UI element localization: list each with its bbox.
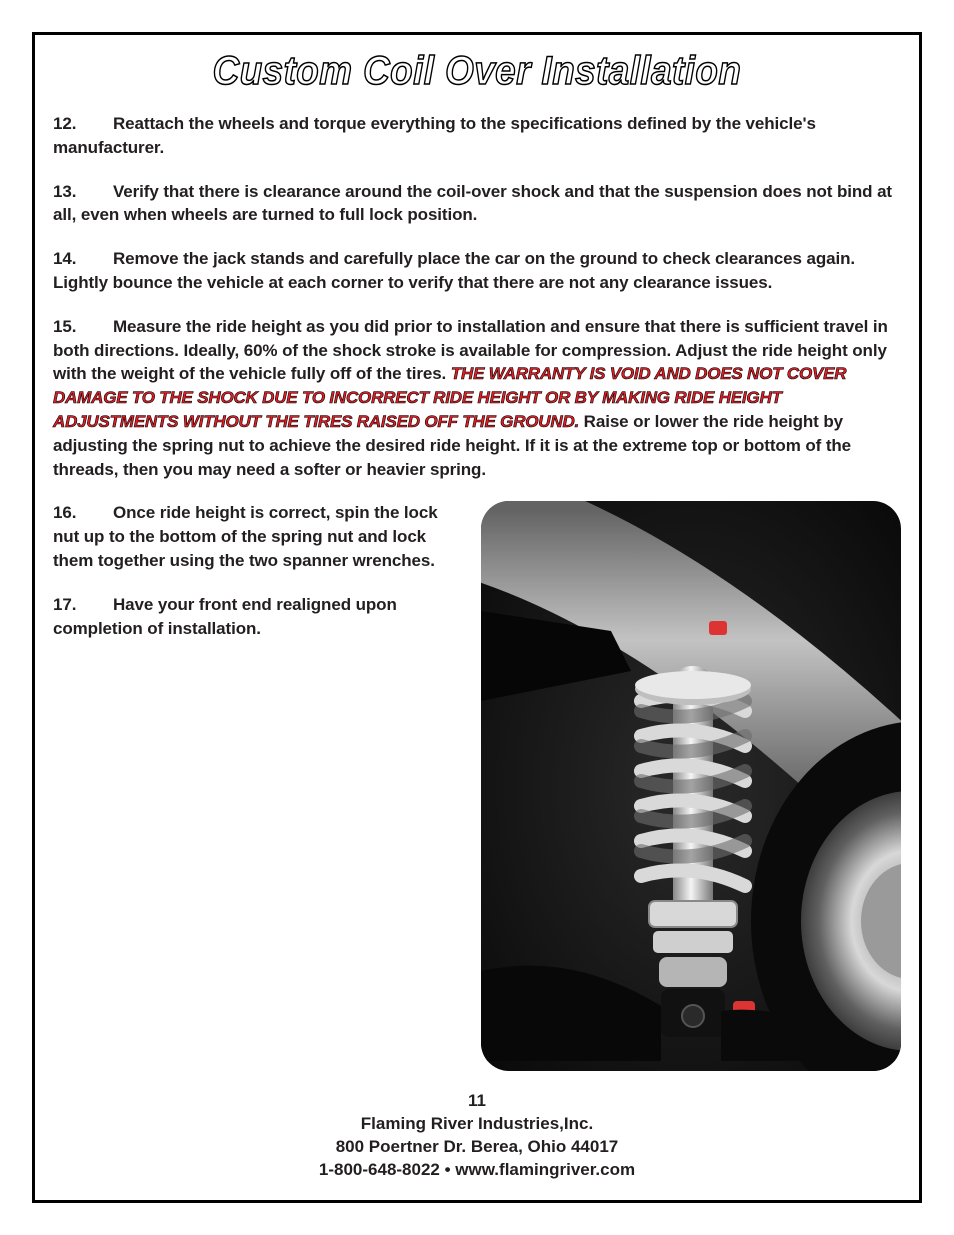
left-column: 16.Once ride height is correct, spin the… bbox=[53, 501, 463, 1071]
coilover-illustration-svg bbox=[481, 501, 901, 1071]
two-column-section: 16.Once ride height is correct, spin the… bbox=[53, 501, 901, 1071]
step-14: 14.Remove the jack stands and carefully … bbox=[53, 247, 901, 295]
right-column bbox=[481, 501, 901, 1071]
footer-address: 800 Poertner Dr. Berea, Ohio 44017 bbox=[35, 1136, 919, 1159]
step-text: Remove the jack stands and carefully pla… bbox=[53, 249, 855, 292]
page-number: 11 bbox=[35, 1090, 919, 1113]
step-number: 17. bbox=[53, 593, 113, 617]
page-footer: 11 Flaming River Industries,Inc. 800 Poe… bbox=[35, 1090, 919, 1182]
coilover-photo bbox=[481, 501, 901, 1071]
step-16: 16.Once ride height is correct, spin the… bbox=[53, 501, 463, 572]
step-number: 12. bbox=[53, 112, 113, 136]
step-number: 16. bbox=[53, 501, 113, 525]
step-text: Reattach the wheels and torque everythin… bbox=[53, 114, 816, 157]
page-frame: Custom Coil Over Installation 12.Reattac… bbox=[32, 32, 922, 1203]
step-number: 15. bbox=[53, 315, 113, 339]
step-12: 12.Reattach the wheels and torque everyt… bbox=[53, 112, 901, 160]
step-15: 15.Measure the ride height as you did pr… bbox=[53, 315, 901, 482]
step-17: 17.Have your front end realigned upon co… bbox=[53, 593, 463, 641]
footer-company: Flaming River Industries,Inc. bbox=[35, 1113, 919, 1136]
step-number: 14. bbox=[53, 247, 113, 271]
step-text: Verify that there is clearance around th… bbox=[53, 182, 892, 225]
footer-contact: 1-800-648-8022 • www.flamingriver.com bbox=[35, 1159, 919, 1182]
step-number: 13. bbox=[53, 180, 113, 204]
step-13: 13.Verify that there is clearance around… bbox=[53, 180, 901, 228]
page-title: Custom Coil Over Installation bbox=[87, 49, 867, 94]
